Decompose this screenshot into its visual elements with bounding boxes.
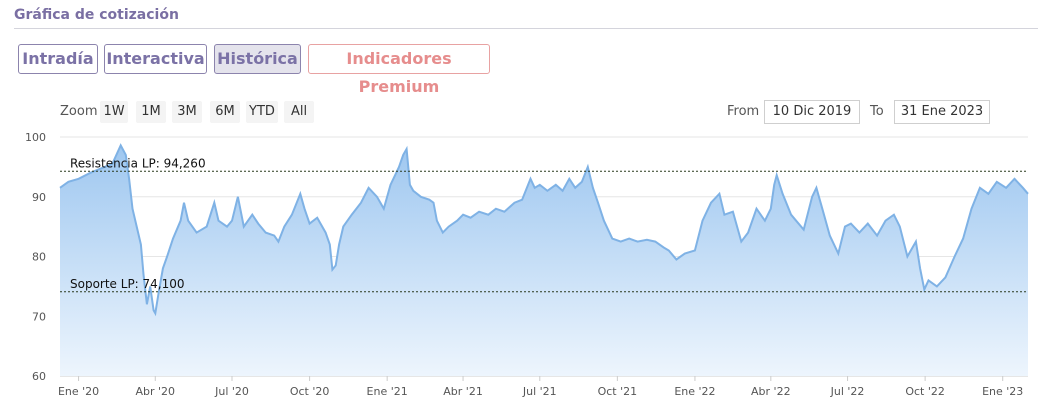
x-tick-label: Abr '22 [751,385,791,398]
y-tick-label: 90 [32,191,46,204]
from-date-input[interactable]: 10 Dic 2019 [764,100,860,124]
x-tick-label: Ene '21 [367,385,408,398]
zoom-1m-button[interactable]: 1M [136,101,166,123]
tab-interactiva[interactable]: Interactiva [104,44,207,74]
zoom-ytd-button[interactable]: YTD [246,101,278,123]
to-date-input[interactable]: 31 Ene 2023 [894,100,990,124]
x-tick-label: Abr '21 [443,385,483,398]
x-tick-label: Abr '20 [136,385,176,398]
zoom-1w-button[interactable]: 1W [100,101,128,123]
series-line [59,143,1029,317]
x-tick-label: Ene '20 [58,385,99,398]
x-tick-label: Oct '22 [905,385,945,398]
y-tick-label: 100 [25,131,46,144]
support-label: Soporte LP: 74,100 [70,277,185,291]
x-tick-label: Ene '23 [982,385,1023,398]
zoom-3m-button[interactable]: 3M [172,101,202,123]
zoom-all-button[interactable]: All [284,101,314,123]
section-title: Gráfica de cotización [14,7,179,23]
tab-historica[interactable]: Histórica [214,44,301,74]
from-label: From [727,104,760,119]
y-tick-label: 60 [32,370,46,383]
x-tick-label: Oct '21 [598,385,638,398]
x-tick-label: Jul '22 [830,385,865,398]
y-tick-label: 80 [32,251,46,264]
x-tick-label: Ene '22 [674,385,715,398]
resistance-label: Resistencia LP: 94,260 [70,156,206,170]
x-tick-label: Jul '20 [214,385,249,398]
title-divider [14,28,1038,29]
x-tick-label: Jul '21 [522,385,557,398]
y-tick-label: 70 [32,310,46,323]
to-label: To [870,104,884,119]
zoom-label: Zoom [60,104,98,119]
tab-intradia[interactable]: Intradía [18,44,98,74]
zoom-6m-button[interactable]: 6M [210,101,240,123]
tab-indicadores-premium[interactable]: Indicadores Premium [308,44,490,96]
x-tick-label: Oct '20 [290,385,330,398]
series-area [60,145,1028,376]
